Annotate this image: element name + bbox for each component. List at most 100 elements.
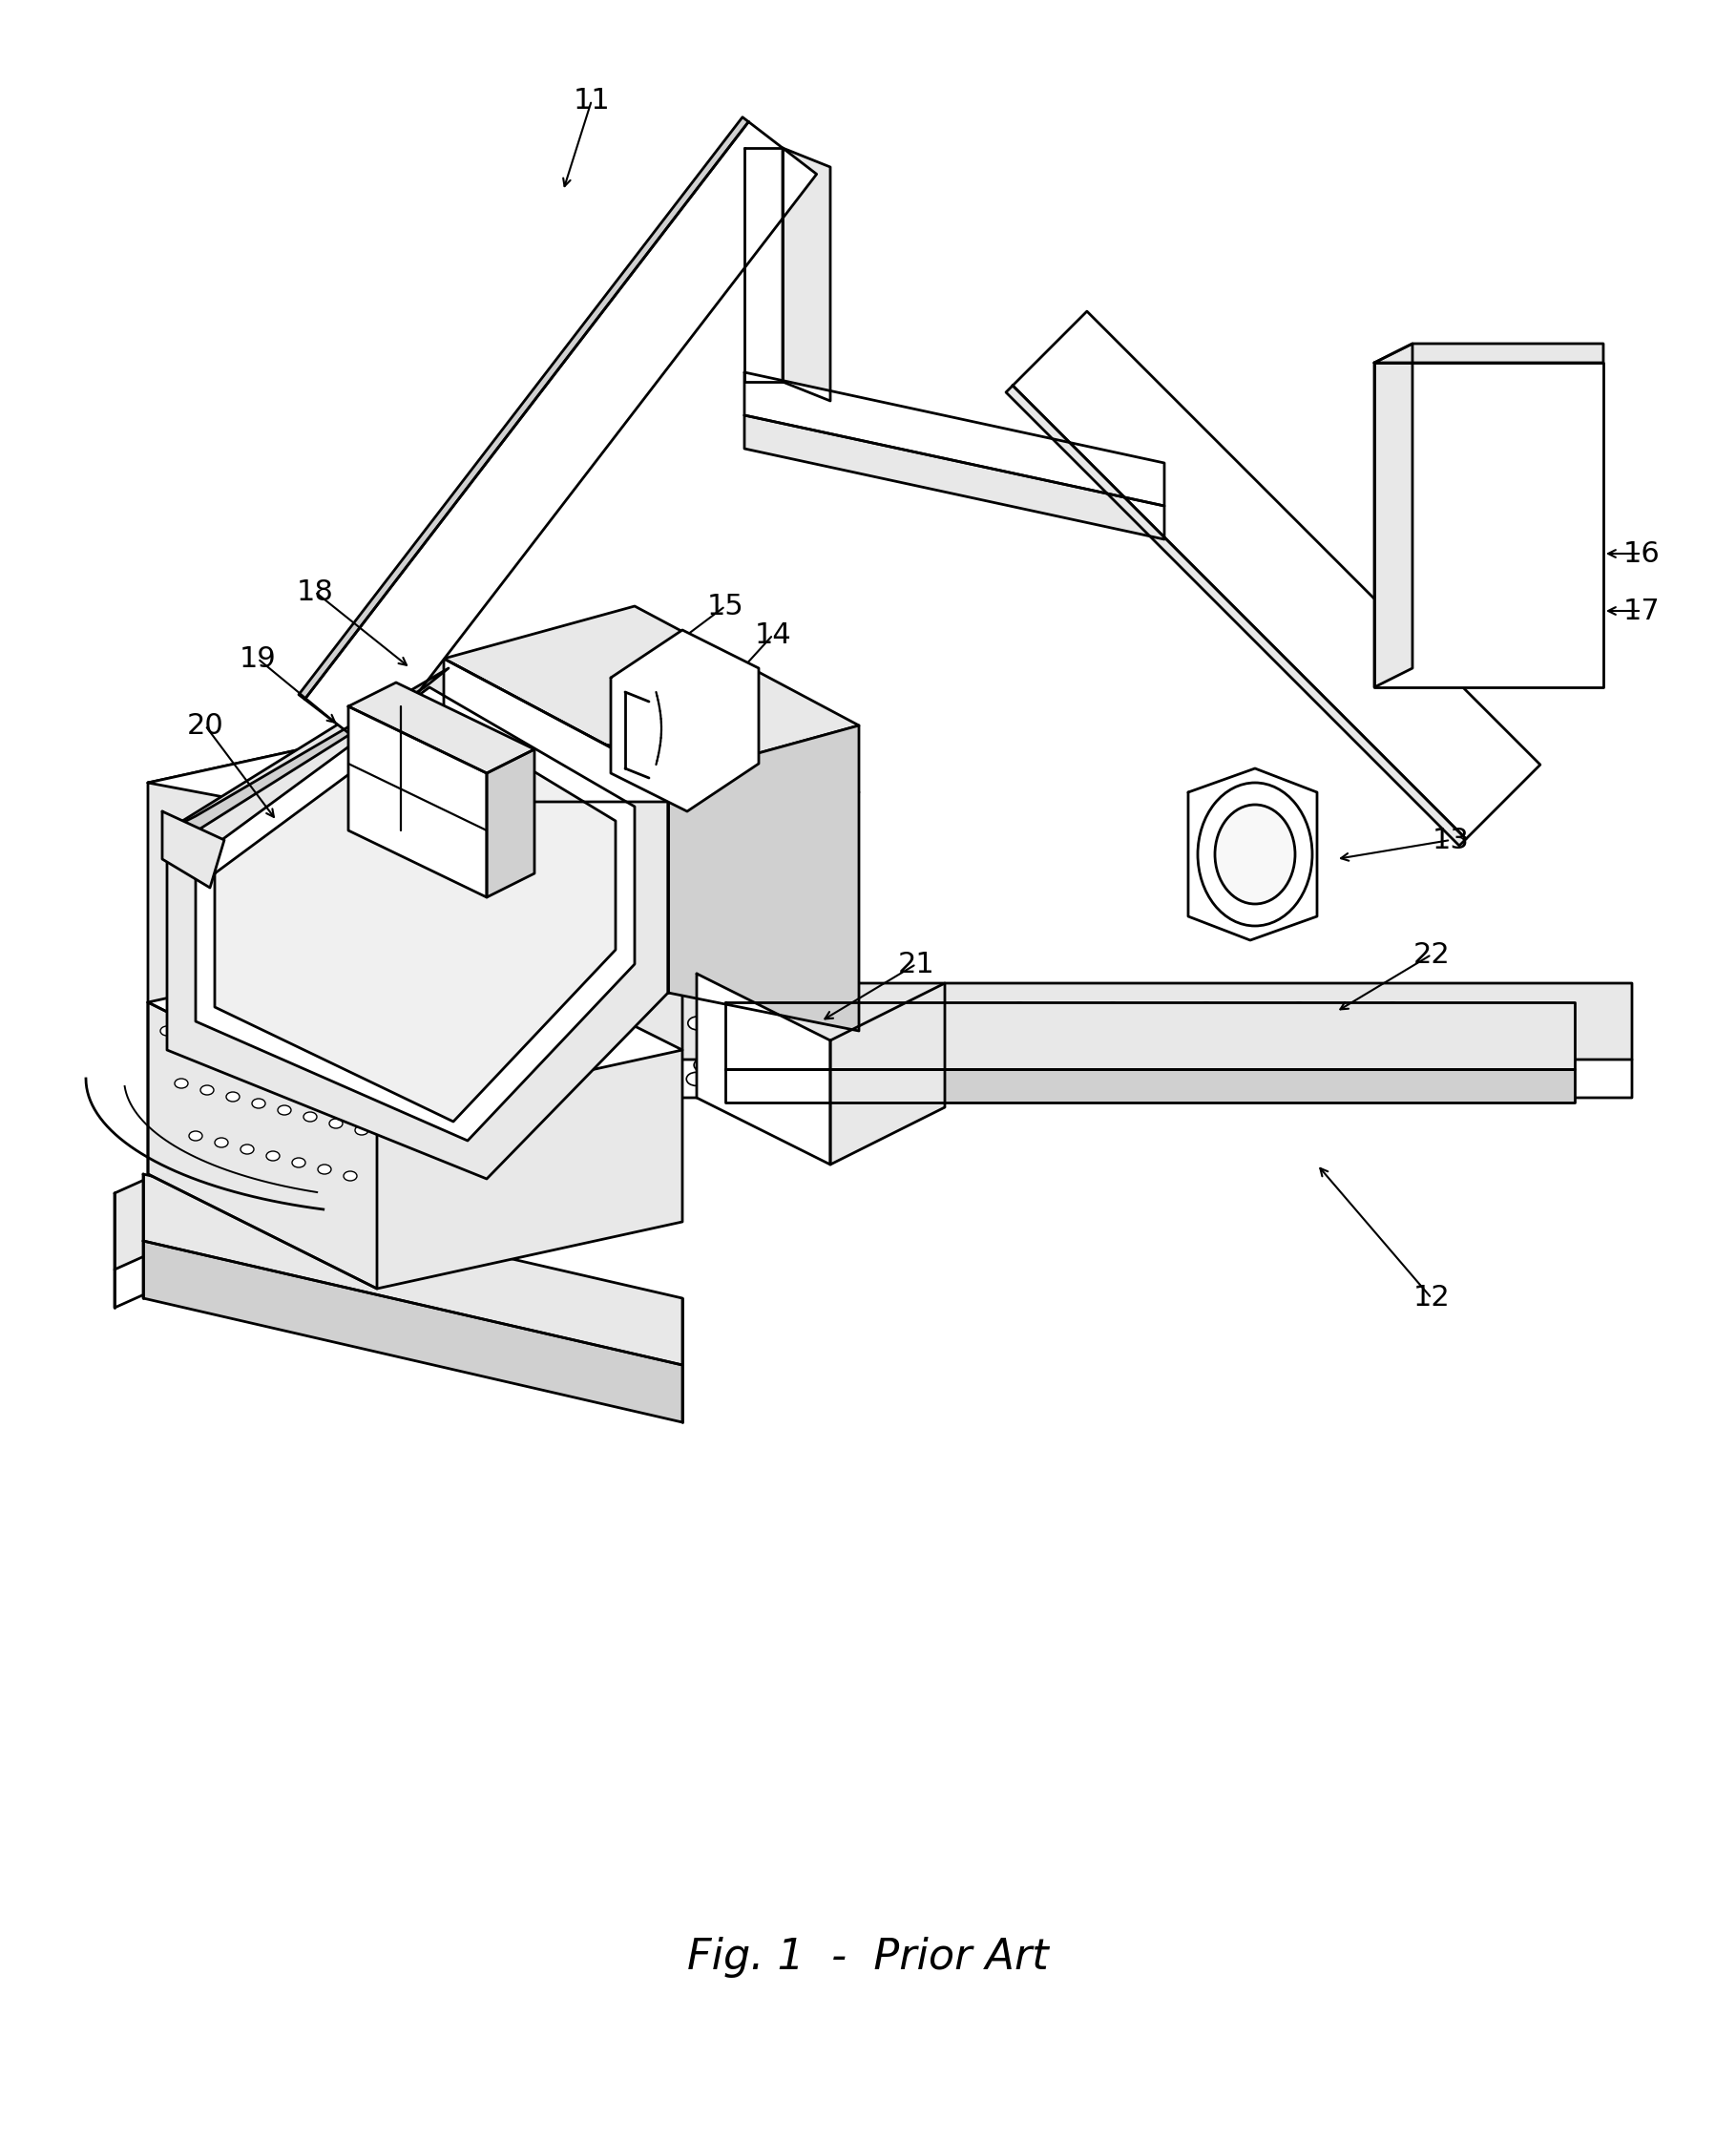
Ellipse shape <box>1156 1030 1175 1043</box>
Text: 12: 12 <box>1413 1285 1450 1313</box>
Polygon shape <box>745 373 1165 506</box>
Ellipse shape <box>1134 1058 1153 1071</box>
Ellipse shape <box>1102 1045 1121 1058</box>
Polygon shape <box>1375 343 1604 362</box>
Ellipse shape <box>823 1073 842 1086</box>
Ellipse shape <box>946 1045 965 1058</box>
Ellipse shape <box>1354 1058 1373 1071</box>
Polygon shape <box>726 1069 1575 1103</box>
Ellipse shape <box>226 1092 240 1101</box>
Ellipse shape <box>1024 1045 1043 1058</box>
Polygon shape <box>167 658 668 1178</box>
Ellipse shape <box>1323 1030 1342 1043</box>
Ellipse shape <box>290 1060 302 1069</box>
Ellipse shape <box>656 1030 675 1043</box>
Ellipse shape <box>712 1045 731 1058</box>
Ellipse shape <box>906 1030 925 1043</box>
Ellipse shape <box>1097 1073 1116 1086</box>
Polygon shape <box>148 715 859 859</box>
Ellipse shape <box>1394 1017 1413 1030</box>
Polygon shape <box>349 707 486 897</box>
Polygon shape <box>486 750 535 897</box>
Ellipse shape <box>304 1112 318 1122</box>
Polygon shape <box>668 726 859 1030</box>
Polygon shape <box>142 1174 682 1364</box>
Text: 20: 20 <box>187 711 224 739</box>
Ellipse shape <box>186 1032 200 1043</box>
Polygon shape <box>444 606 859 778</box>
Ellipse shape <box>1302 1073 1321 1086</box>
Ellipse shape <box>512 1017 531 1030</box>
Ellipse shape <box>1061 1058 1080 1071</box>
Ellipse shape <box>620 1058 639 1071</box>
Text: 22: 22 <box>1413 940 1450 968</box>
Ellipse shape <box>755 1073 774 1086</box>
Polygon shape <box>611 630 759 812</box>
Ellipse shape <box>618 1073 637 1086</box>
Polygon shape <box>161 812 224 887</box>
Polygon shape <box>349 683 535 773</box>
Ellipse shape <box>694 1058 713 1071</box>
Ellipse shape <box>767 1058 786 1071</box>
Ellipse shape <box>215 1137 227 1148</box>
Ellipse shape <box>917 1002 936 1015</box>
Ellipse shape <box>556 1045 575 1058</box>
Ellipse shape <box>1073 1030 1092 1043</box>
Ellipse shape <box>1215 805 1295 904</box>
Ellipse shape <box>335 1017 354 1030</box>
Ellipse shape <box>1165 1073 1184 1086</box>
Polygon shape <box>167 668 448 850</box>
Ellipse shape <box>988 1058 1007 1071</box>
Ellipse shape <box>1406 1030 1425 1043</box>
Ellipse shape <box>1281 1058 1300 1071</box>
Ellipse shape <box>1417 1045 1436 1058</box>
Ellipse shape <box>323 1030 342 1043</box>
Ellipse shape <box>865 1017 884 1030</box>
Ellipse shape <box>170 1002 189 1015</box>
Text: 15: 15 <box>707 593 743 619</box>
Text: 18: 18 <box>297 578 333 606</box>
Polygon shape <box>1187 769 1318 940</box>
Polygon shape <box>196 688 635 1142</box>
Ellipse shape <box>318 1165 332 1174</box>
Ellipse shape <box>264 1054 276 1062</box>
Ellipse shape <box>358 1002 377 1015</box>
Ellipse shape <box>264 1002 283 1015</box>
Ellipse shape <box>175 1080 187 1088</box>
Ellipse shape <box>1010 1002 1029 1015</box>
Polygon shape <box>783 148 830 401</box>
Polygon shape <box>299 118 748 698</box>
Polygon shape <box>745 416 1165 540</box>
Polygon shape <box>726 1002 1575 1069</box>
Ellipse shape <box>915 1058 934 1071</box>
Ellipse shape <box>1130 1017 1149 1030</box>
Polygon shape <box>115 983 1632 1270</box>
Ellipse shape <box>953 1017 972 1030</box>
Ellipse shape <box>1102 1002 1121 1015</box>
Polygon shape <box>696 975 830 1165</box>
Ellipse shape <box>892 1073 911 1086</box>
Ellipse shape <box>1196 1002 1215 1015</box>
Ellipse shape <box>476 1045 495 1058</box>
Ellipse shape <box>1208 1058 1227 1071</box>
Ellipse shape <box>740 1030 759 1043</box>
Ellipse shape <box>189 1131 203 1142</box>
Ellipse shape <box>1305 1017 1325 1030</box>
Ellipse shape <box>266 1150 279 1161</box>
Polygon shape <box>142 1240 682 1422</box>
Ellipse shape <box>340 1073 354 1082</box>
Ellipse shape <box>868 1045 887 1058</box>
Ellipse shape <box>550 1073 569 1086</box>
Ellipse shape <box>450 1002 469 1015</box>
Text: 14: 14 <box>755 621 792 649</box>
Polygon shape <box>1375 343 1413 688</box>
Ellipse shape <box>330 1118 342 1129</box>
Ellipse shape <box>474 1058 493 1071</box>
Text: 17: 17 <box>1623 598 1660 625</box>
Ellipse shape <box>200 1086 214 1095</box>
Ellipse shape <box>1384 1002 1403 1015</box>
Polygon shape <box>148 715 682 1289</box>
Ellipse shape <box>238 1045 252 1056</box>
Polygon shape <box>444 658 668 801</box>
Polygon shape <box>148 1002 377 1289</box>
